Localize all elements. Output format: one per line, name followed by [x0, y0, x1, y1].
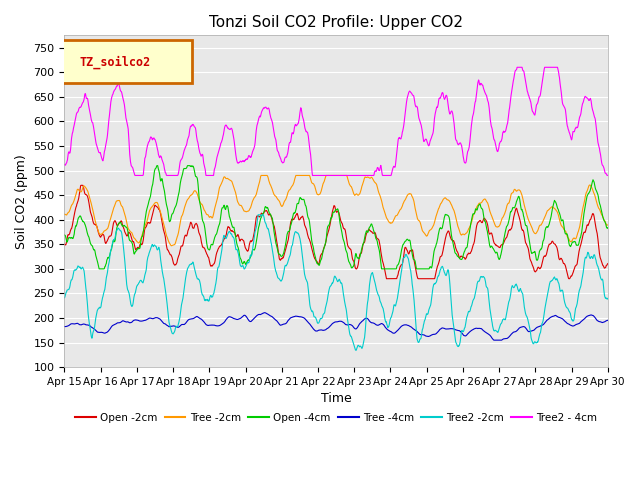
Tree2 -2cm — [492, 328, 500, 334]
Open -2cm — [492, 242, 500, 248]
Tree2 -2cm — [421, 317, 429, 323]
Tree -4cm — [420, 332, 428, 338]
Tree -4cm — [242, 313, 250, 319]
Tree -4cm — [168, 324, 176, 329]
Open -2cm — [540, 254, 548, 260]
Open -2cm — [168, 256, 176, 262]
Tree -2cm — [421, 231, 429, 237]
Tree2 -2cm — [181, 278, 189, 284]
Tree -2cm — [168, 242, 176, 248]
Tree -2cm — [61, 211, 68, 217]
Tree -4cm — [181, 321, 189, 326]
Tree2 - 4cm — [182, 144, 189, 150]
Tree2 -2cm — [61, 295, 68, 300]
Tree -4cm — [61, 324, 68, 329]
Tree -4cm — [540, 321, 548, 327]
Open -2cm — [77, 182, 85, 188]
Tree2 - 4cm — [168, 173, 176, 179]
Tree -4cm — [492, 337, 500, 343]
Open -4cm — [421, 266, 429, 272]
Open -4cm — [492, 250, 500, 256]
Tree2 -2cm — [254, 212, 262, 217]
Tree -2cm — [182, 202, 189, 207]
Tree2 - 4cm — [513, 64, 521, 70]
Line: Tree -2cm: Tree -2cm — [65, 176, 608, 246]
Line: Tree -4cm: Tree -4cm — [65, 312, 608, 340]
Legend: Open -2cm, Tree -2cm, Open -4cm, Tree -4cm, Tree2 -2cm, Tree2 - 4cm: Open -2cm, Tree -2cm, Open -4cm, Tree -4… — [71, 409, 602, 427]
Open -4cm — [95, 266, 103, 272]
Open -2cm — [182, 232, 189, 238]
Open -2cm — [61, 241, 68, 247]
Tree2 - 4cm — [420, 138, 428, 144]
X-axis label: Time: Time — [321, 393, 351, 406]
Tree2 -2cm — [242, 264, 250, 269]
Tree -2cm — [243, 209, 250, 215]
Open -2cm — [243, 247, 250, 252]
Tree2 - 4cm — [131, 173, 139, 179]
Tree -2cm — [257, 173, 265, 179]
Open -4cm — [61, 232, 68, 238]
Tree -4cm — [490, 337, 498, 343]
Tree -2cm — [604, 222, 612, 228]
Tree2 -2cm — [353, 348, 360, 353]
Line: Open -2cm: Open -2cm — [65, 185, 608, 279]
Tree2 - 4cm — [492, 142, 499, 147]
Tree -4cm — [604, 317, 612, 323]
Line: Tree2 -2cm: Tree2 -2cm — [65, 215, 608, 350]
Tree2 -2cm — [168, 330, 176, 336]
Tree2 - 4cm — [604, 173, 612, 179]
Open -2cm — [604, 261, 612, 266]
Tree2 -2cm — [540, 312, 548, 318]
Open -4cm — [604, 225, 612, 231]
Open -4cm — [540, 236, 548, 242]
Text: TZ_soilco2: TZ_soilco2 — [79, 55, 151, 69]
Line: Tree2 - 4cm: Tree2 - 4cm — [65, 67, 608, 176]
Open -2cm — [383, 276, 390, 282]
Tree2 - 4cm — [540, 68, 548, 74]
FancyBboxPatch shape — [61, 40, 192, 84]
Tree -2cm — [540, 216, 548, 222]
Tree2 -2cm — [604, 296, 612, 301]
Open -4cm — [182, 166, 190, 171]
Open -4cm — [169, 211, 177, 216]
Tree2 - 4cm — [61, 162, 68, 168]
Open -4cm — [153, 163, 161, 168]
Tree2 - 4cm — [243, 156, 250, 162]
Open -2cm — [421, 276, 429, 282]
Tree -4cm — [261, 310, 269, 315]
Title: Tonzi Soil CO2 Profile: Upper CO2: Tonzi Soil CO2 Profile: Upper CO2 — [209, 15, 463, 30]
Tree -2cm — [168, 243, 175, 249]
Tree -2cm — [492, 224, 500, 229]
Open -4cm — [243, 260, 251, 265]
Y-axis label: Soil CO2 (ppm): Soil CO2 (ppm) — [15, 154, 28, 249]
Line: Open -4cm: Open -4cm — [65, 166, 608, 269]
